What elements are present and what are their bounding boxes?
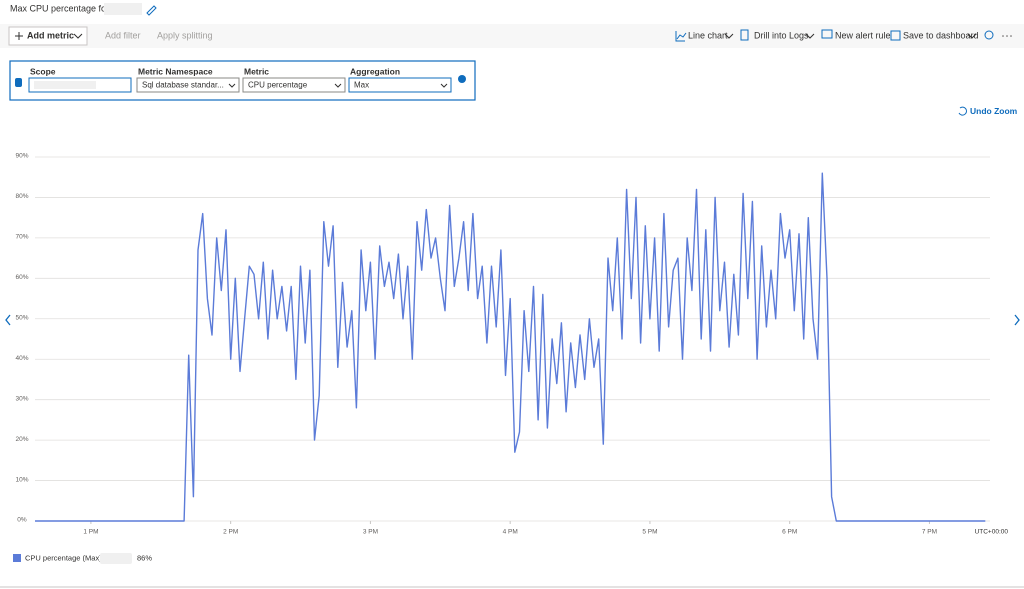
edit-icon[interactable] [146,5,157,16]
chevron [334,83,342,88]
metric-value: CPU percentage [248,81,308,90]
legend-value: 86% [137,553,152,562]
legend-swatch[interactable] [13,554,21,562]
aggregation-label: Aggregation [350,66,400,76]
scope-label: Scope [30,66,56,76]
toolbar [0,24,1024,48]
chevron[interactable] [805,33,815,39]
chevron[interactable] [73,33,83,39]
more-dot[interactable] [1002,35,1004,37]
x-tick-label: 7 PM [922,529,937,536]
add-metric[interactable]: Add metric [27,30,74,40]
y-tick-label: 90% [15,153,28,160]
legend-label[interactable]: CPU percentage (Max), [25,553,104,562]
metric-label: Metric [244,66,269,76]
y-tick-label: 80% [15,193,28,200]
x-tick-label: 5 PM [642,529,657,536]
x-tick-label: 3 PM [363,529,378,536]
x-tick-label: 6 PM [782,529,797,536]
prev-arrow[interactable] [5,314,11,326]
add-metric-button[interactable] [8,26,88,46]
chevron [228,83,236,88]
y-tick-label: 60% [15,274,28,281]
undo-icon [958,106,967,116]
plot-area: 0% 10% 20% 30% 40% 50% 60% 70% 80% 90% 1 PM 2 PM 3 P… [15,153,990,536]
drill-into-logs[interactable]: Drill into Logs [754,30,809,40]
redacted [104,3,142,15]
y-tick-label: 40% [15,355,28,362]
plus-icon [15,32,23,40]
redacted [100,553,132,564]
add-filter[interactable]: Add filter [105,30,141,40]
y-tick-label: 0% [17,517,27,524]
namespace-dropdown[interactable] [136,77,240,93]
y-tick-label: 30% [15,395,28,402]
save-icon [890,30,901,41]
more-dot[interactable] [1006,35,1008,37]
new-alert-rule[interactable]: New alert rule [835,30,891,40]
settings-icon[interactable] [984,30,994,40]
timezone-label: UTC+00:00 [975,529,1009,536]
series-line [35,172,986,522]
chevron[interactable] [967,33,977,39]
line-chart-icon [675,31,687,42]
y-tick-label: 10% [15,476,28,483]
namespace-label: Metric Namespace [138,66,213,76]
apply-splitting[interactable]: Apply splitting [157,30,213,40]
y-tick-label: 70% [15,234,28,241]
line-chart[interactable]: Line chart [688,30,728,40]
chart-title: Max CPU percentage for [10,3,109,13]
y-tick-label: 20% [15,436,28,443]
alert-icon [821,29,833,39]
aggregation-value: Max [354,81,369,90]
chevron [440,83,448,88]
x-tick-label: 1 PM [83,529,98,536]
x-tick-label: 2 PM [223,529,238,536]
namespace-value: Sql database standar... [142,81,224,90]
db-icon [15,78,22,87]
metric-dropdown[interactable] [242,77,346,93]
save-to-dashboard[interactable]: Save to dashboard [903,30,979,40]
undo-zoom[interactable]: Undo Zoom [970,106,1018,116]
y-tick-label: 50% [15,314,28,321]
x-tick-label: 4 PM [503,529,518,536]
more-dot[interactable] [1010,35,1012,37]
redacted [34,81,96,89]
confirm-icon[interactable] [458,75,466,83]
next-arrow[interactable] [1014,314,1020,326]
logs-icon [740,29,749,41]
aggregation-dropdown[interactable] [348,77,452,93]
chevron[interactable] [724,33,734,39]
